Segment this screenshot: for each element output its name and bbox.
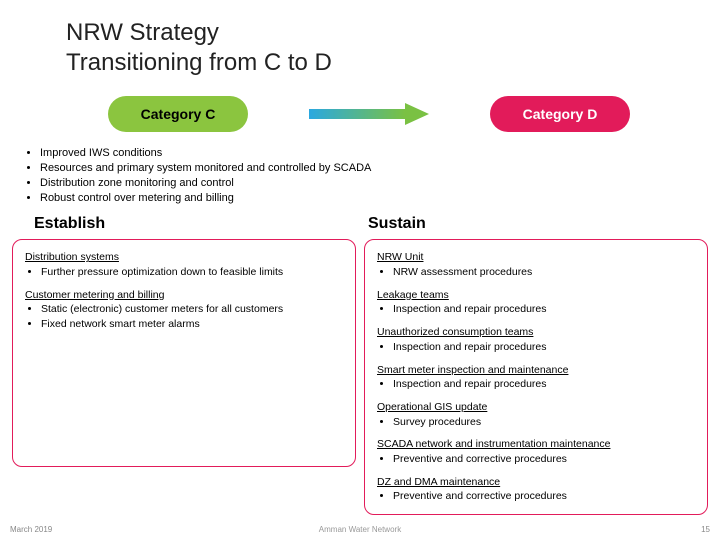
context-bullet: Improved IWS conditions <box>40 146 380 161</box>
category-d-box: Category D <box>490 96 630 132</box>
categories-row: Category C Category D <box>0 78 720 132</box>
title-line-2: Transitioning from C to D <box>66 48 720 78</box>
section-heading: Distribution systems <box>25 250 343 265</box>
columns: Establish Distribution systemsFurther pr… <box>0 205 720 515</box>
section-bullets: NRW assessment procedures <box>377 265 695 280</box>
section-bullet: Inspection and repair procedures <box>393 302 695 317</box>
section-bullet: Preventive and corrective procedures <box>393 452 695 467</box>
section-heading: Leakage teams <box>377 288 695 303</box>
section-bullet: Survey procedures <box>393 415 695 430</box>
category-c-box: Category C <box>108 96 248 132</box>
section-bullet: Fixed network smart meter alarms <box>41 317 343 332</box>
context-bullet: Distribution zone monitoring and control <box>40 176 380 191</box>
section-bullets: Inspection and repair procedures <box>377 377 695 392</box>
section-heading: DZ and DMA maintenance <box>377 475 695 490</box>
title-block: NRW Strategy Transitioning from C to D <box>0 18 720 78</box>
context-bullets: Improved IWS conditionsResources and pri… <box>0 132 380 205</box>
section-bullets: Inspection and repair procedures <box>377 340 695 355</box>
footer-left: March 2019 <box>10 525 52 534</box>
sustain-body: NRW UnitNRW assessment procedures Leakage… <box>364 239 708 515</box>
section-bullet: Static (electronic) customer meters for … <box>41 302 343 317</box>
section-bullet: NRW assessment procedures <box>393 265 695 280</box>
section-bullet: Inspection and repair procedures <box>393 377 695 392</box>
section-bullets: Further pressure optimization down to fe… <box>25 265 343 280</box>
establish-body: Distribution systemsFurther pressure opt… <box>12 239 356 467</box>
sustain-header: Sustain <box>364 211 708 239</box>
section-bullet: Preventive and corrective procedures <box>393 489 695 504</box>
section-bullets: Preventive and corrective procedures <box>377 452 695 467</box>
footer-page-number: 15 <box>701 525 710 534</box>
transition-arrow <box>309 101 429 127</box>
establish-column: Establish Distribution systemsFurther pr… <box>12 211 356 515</box>
context-bullet: Robust control over metering and billing <box>40 191 380 206</box>
section-bullets: Survey procedures <box>377 415 695 430</box>
sustain-column: Sustain NRW UnitNRW assessment procedure… <box>364 211 708 515</box>
section-bullets: Inspection and repair procedures <box>377 302 695 317</box>
context-bullet: Resources and primary system monitored a… <box>40 161 380 176</box>
section-heading: Smart meter inspection and maintenance <box>377 363 695 378</box>
establish-header: Establish <box>12 211 356 239</box>
footer-center: Amman Water Network <box>319 525 401 534</box>
section-heading: NRW Unit <box>377 250 695 265</box>
section-heading: Customer metering and billing <box>25 288 343 303</box>
section-bullets: Preventive and corrective procedures <box>377 489 695 504</box>
section-bullet: Inspection and repair procedures <box>393 340 695 355</box>
section-heading: Operational GIS update <box>377 400 695 415</box>
section-bullets: Static (electronic) customer meters for … <box>25 302 343 331</box>
section-bullet: Further pressure optimization down to fe… <box>41 265 343 280</box>
arrow-icon <box>309 101 429 127</box>
title-line-1: NRW Strategy <box>66 18 720 48</box>
section-heading: Unauthorized consumption teams <box>377 325 695 340</box>
slide: NRW Strategy Transitioning from C to D C… <box>0 0 720 540</box>
section-heading: SCADA network and instrumentation mainte… <box>377 437 695 452</box>
